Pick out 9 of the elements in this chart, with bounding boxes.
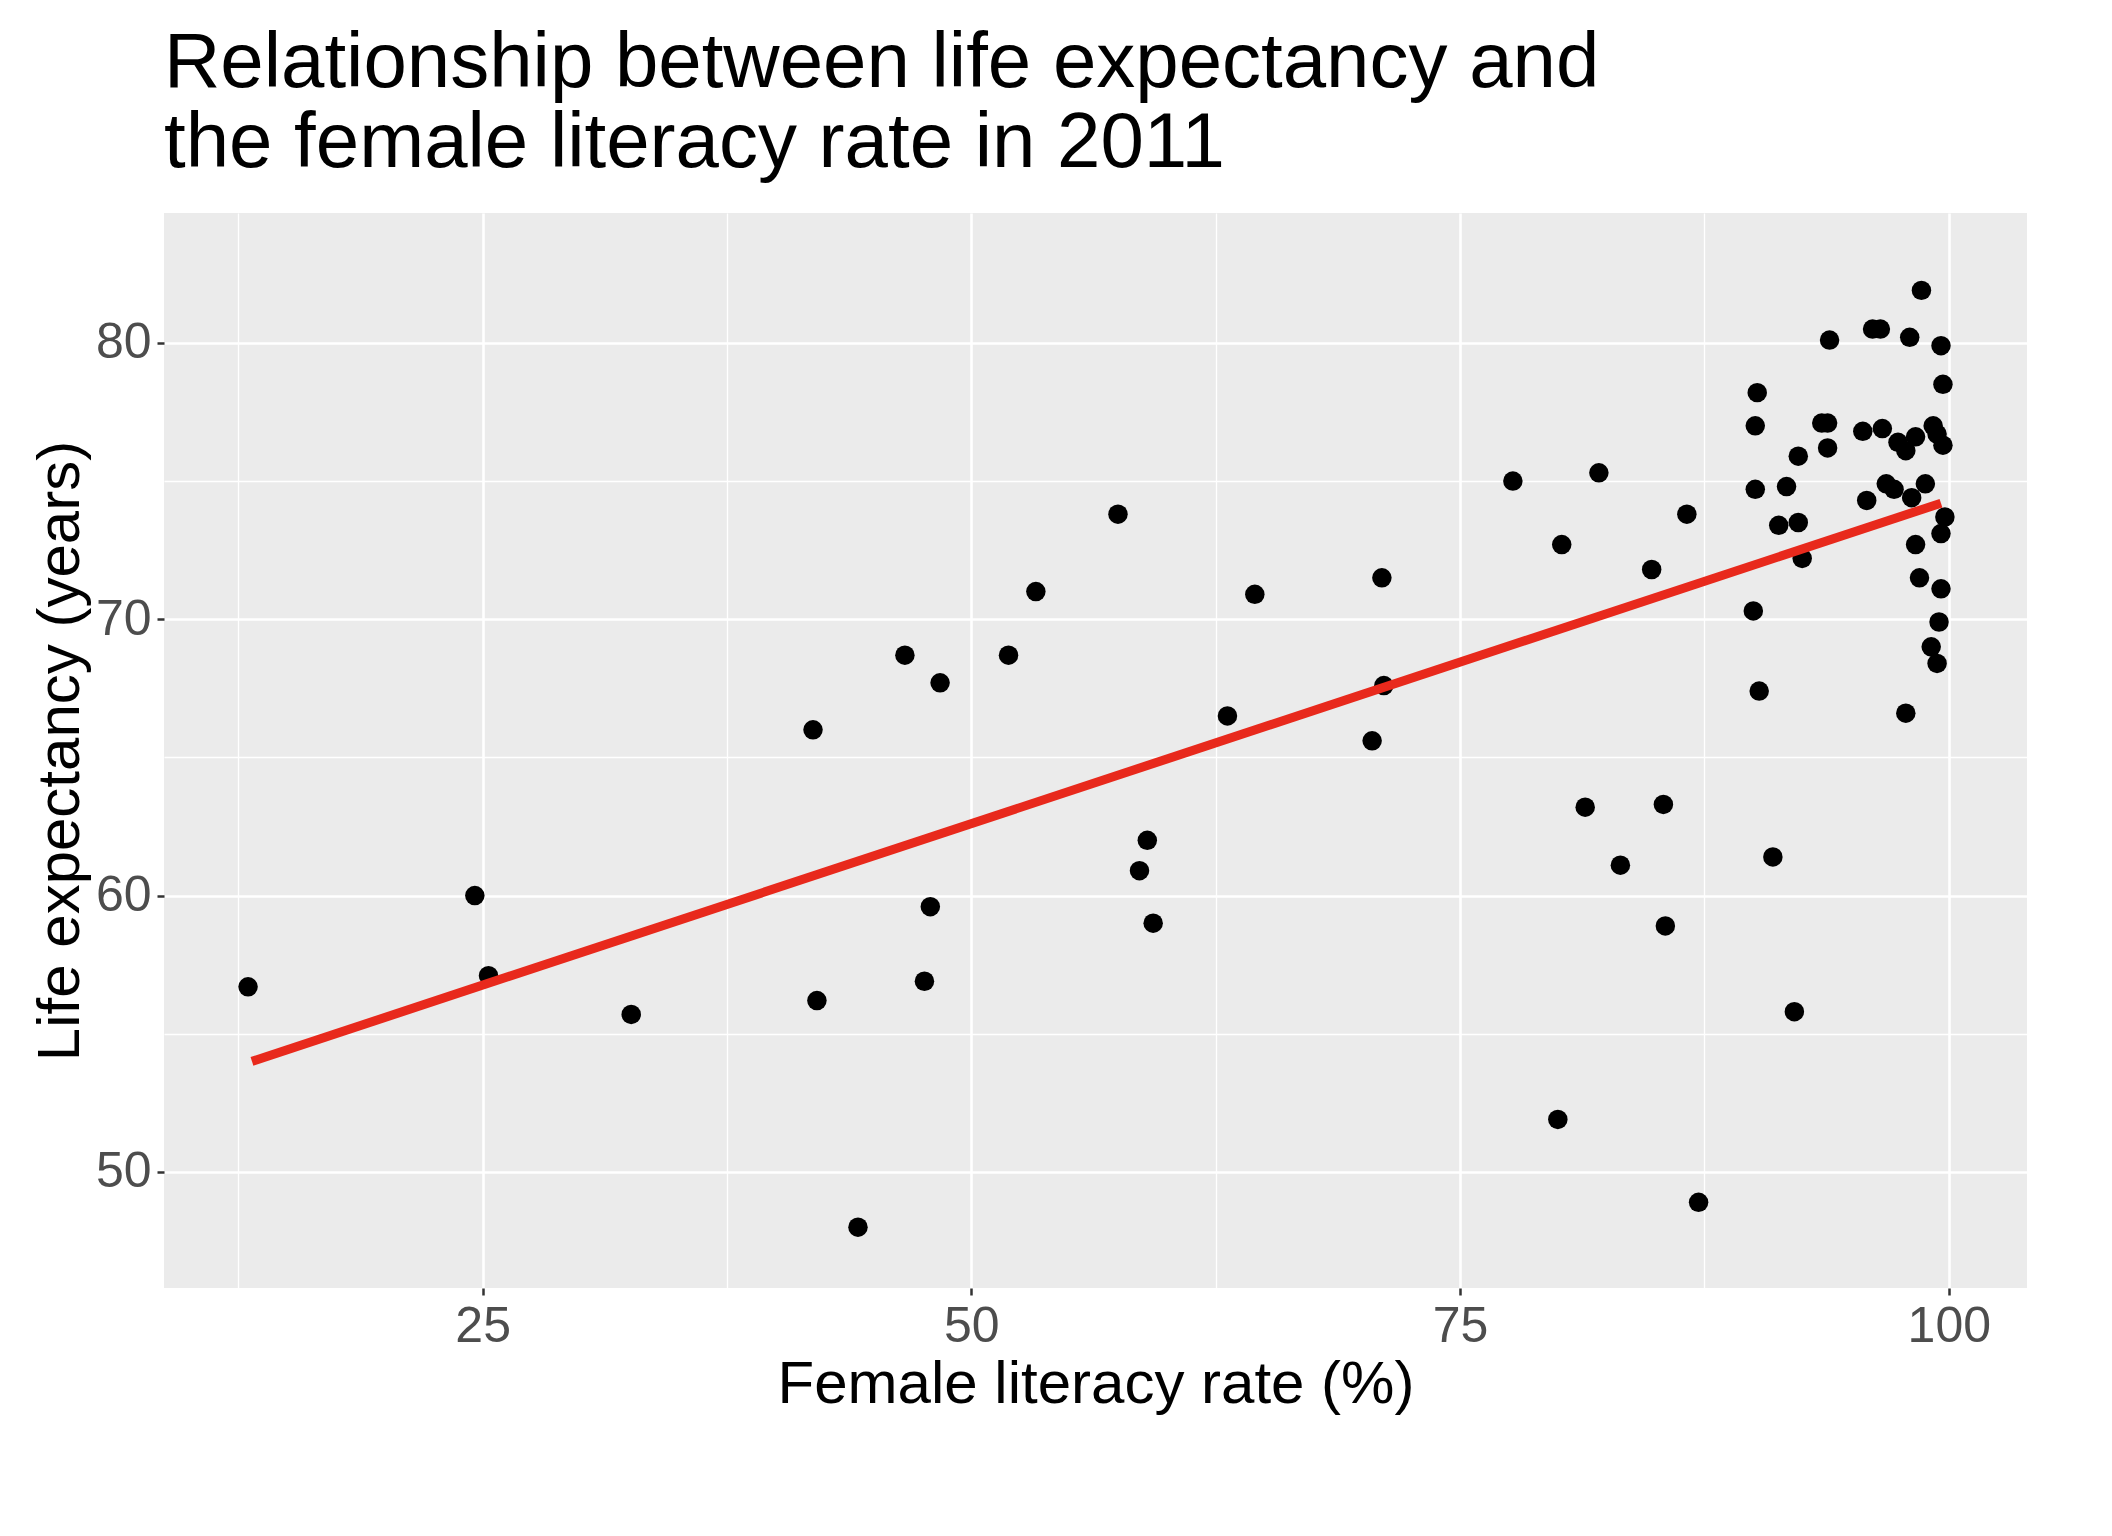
chart-title: Relationship between life expectancy and the female literacy rate in 2011 — [164, 16, 1600, 184]
y-tick-label: 70 — [95, 589, 152, 646]
y-tick-label: 80 — [95, 313, 152, 370]
y-axis-title: Life expectancy (years) — [24, 440, 92, 1062]
x-tick-label: 25 — [455, 1296, 511, 1353]
y-tick-label: 50 — [95, 1142, 152, 1199]
y-tick-label: 60 — [95, 866, 152, 923]
x-tick-label: 75 — [1432, 1296, 1489, 1353]
x-tick-label: 100 — [1907, 1296, 1992, 1353]
